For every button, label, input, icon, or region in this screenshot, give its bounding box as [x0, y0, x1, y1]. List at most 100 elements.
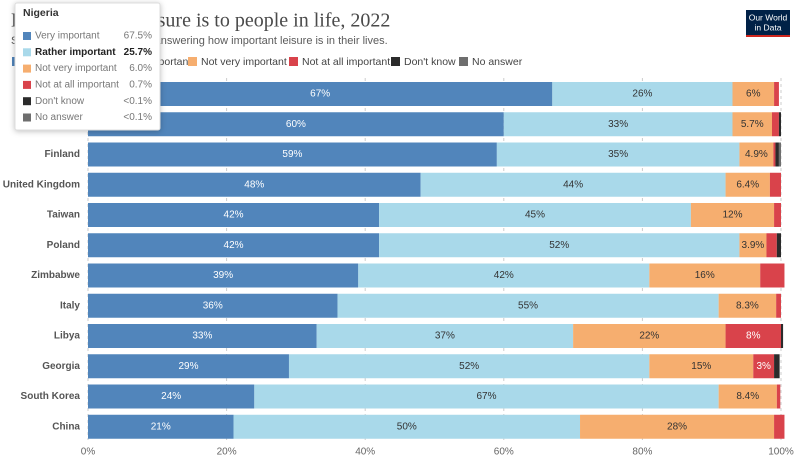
tooltip-title: Nigeria [23, 7, 59, 19]
bar-segment [358, 263, 650, 288]
bar-segment [776, 233, 781, 258]
bar-segment [725, 172, 770, 197]
bar-segment [88, 172, 421, 197]
bar-segment [778, 112, 781, 137]
value-label: 15% [691, 361, 711, 372]
tooltip-swatch [23, 64, 31, 73]
bar-segment [288, 354, 650, 379]
x-tick-label: 60% [494, 447, 514, 458]
legend-swatch[interactable] [459, 57, 468, 66]
bar-segment [88, 142, 497, 167]
bar-segment [88, 384, 255, 409]
tooltip-value: <0.1% [123, 96, 152, 107]
value-label: 48% [244, 179, 264, 190]
legend-swatch[interactable] [391, 57, 400, 66]
value-label: 50% [397, 421, 417, 432]
bar-segment [88, 414, 234, 439]
bar-segment [88, 233, 380, 258]
tooltip-value: 0.7% [129, 80, 152, 91]
value-label: 6% [746, 89, 761, 100]
bar-segment [718, 384, 777, 409]
value-label: 67% [476, 391, 496, 402]
value-label: 4.9% [745, 149, 768, 160]
bar-segment [753, 354, 775, 379]
bar-segment [690, 203, 775, 227]
bar-segment [649, 263, 761, 288]
plot-area: 0% 20% 40% 60% 80% 100% 67% 26% 6% 60% 33% 5.7% Finl… [3, 78, 794, 458]
tooltip-swatch [23, 113, 31, 122]
y-tick-label: Georgia [42, 361, 80, 372]
y-tick-label: China [52, 421, 80, 432]
bar-segment [649, 354, 754, 379]
value-label: 22% [639, 331, 659, 342]
value-label: 67% [310, 89, 330, 100]
value-label: 8% [746, 331, 761, 342]
value-label: 21% [151, 421, 171, 432]
bar-segment [774, 354, 780, 379]
bar-segment [776, 293, 781, 318]
logo: Our World in Data [746, 10, 790, 37]
value-label: 3.9% [742, 240, 765, 251]
y-tick-label: South Korea [21, 391, 81, 402]
value-label: 8.4% [736, 391, 759, 402]
x-tick-label: 0% [81, 447, 96, 458]
value-label: 33% [192, 331, 212, 342]
value-label: 12% [722, 210, 742, 221]
value-label: 55% [518, 300, 538, 311]
logo-text: in Data [755, 22, 782, 32]
bar-segment [496, 142, 740, 167]
tooltip-label: No answer [35, 112, 83, 123]
value-label: 16% [695, 270, 715, 281]
value-label: 8.3% [736, 300, 759, 311]
y-tick-label: Finland [44, 149, 80, 160]
legend-label[interactable]: Not very important [201, 56, 287, 68]
bar-segment [88, 293, 338, 318]
bar-segment [420, 172, 726, 197]
legend-label[interactable]: Not at all important [302, 56, 390, 68]
value-label: 5.7% [741, 119, 764, 130]
bar-segment [254, 384, 719, 409]
bar-segment [88, 354, 289, 379]
value-label: 45% [525, 210, 545, 221]
legend-swatch[interactable] [289, 57, 298, 66]
bar-segment [774, 414, 785, 439]
tooltip-label: Not very important [35, 63, 117, 74]
value-label: 36% [203, 300, 223, 311]
value-label: 52% [549, 240, 569, 251]
tooltip-swatch [23, 32, 31, 40]
legend-label[interactable]: No answer [472, 56, 523, 68]
bar-segment [88, 82, 553, 106]
value-label: 42% [224, 240, 244, 251]
value-label: 59% [282, 149, 302, 160]
value-label: 44% [563, 179, 583, 190]
value-label: 29% [178, 361, 198, 372]
bar-segment [739, 233, 767, 258]
bar-segment [774, 203, 781, 227]
tooltip-value: 67.5% [124, 31, 152, 42]
value-label: 52% [459, 361, 479, 372]
bar-segment [337, 293, 719, 318]
y-tick-label: Libya [54, 331, 81, 342]
tooltip-swatch [23, 80, 31, 89]
y-tick-label: Taiwan [47, 210, 80, 221]
tooltip-value: 25.7% [124, 47, 152, 58]
bar-segment [552, 82, 733, 106]
legend-swatch[interactable] [188, 57, 197, 66]
bar-segment [732, 82, 775, 106]
tooltip-swatch [23, 48, 31, 57]
legend-label[interactable]: Don't know [404, 56, 456, 68]
value-label: 6.4% [736, 179, 759, 190]
bar-segment [503, 112, 733, 137]
logo-text: Our World [749, 12, 788, 22]
bar-segment [760, 263, 785, 288]
value-label: 35% [608, 149, 628, 160]
bar-segment [776, 384, 781, 409]
tooltip-value: 6.0% [129, 63, 152, 74]
value-label: 28% [667, 421, 687, 432]
x-tick-label: 40% [355, 447, 375, 458]
bar-segment [773, 142, 776, 167]
bar-segment [233, 414, 581, 439]
value-label: 24% [161, 391, 181, 402]
bar-segment [771, 112, 779, 137]
